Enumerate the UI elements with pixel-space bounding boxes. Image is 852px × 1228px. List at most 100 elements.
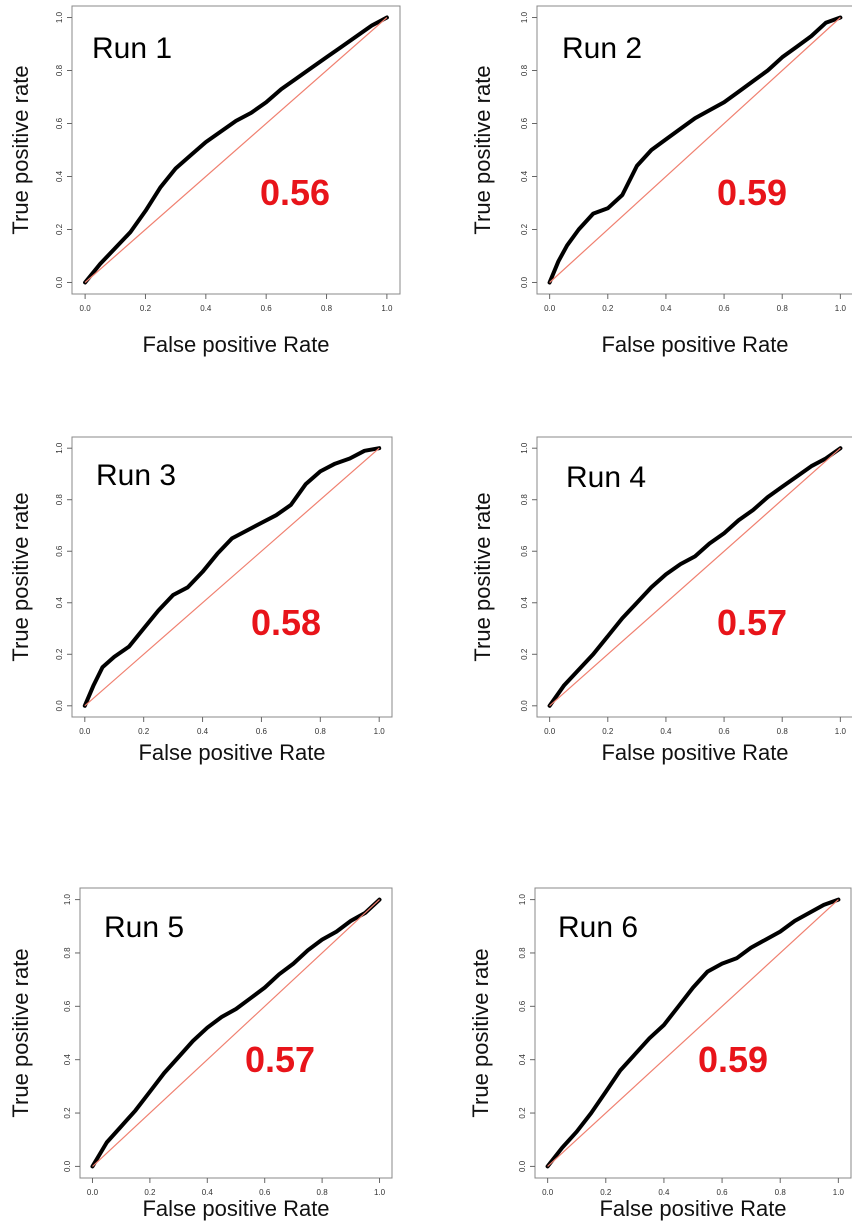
x-tick-label: 0.2 bbox=[140, 304, 152, 313]
chance-diagonal-line bbox=[549, 447, 841, 707]
run-title: Run 4 bbox=[566, 461, 646, 494]
y-axis-title: True positive rate bbox=[8, 492, 33, 661]
x-tick-label: 0.4 bbox=[660, 304, 672, 313]
y-tick-label: 0.8 bbox=[520, 64, 529, 76]
chance-diagonal-line bbox=[84, 447, 380, 707]
run-title: Run 2 bbox=[562, 32, 642, 65]
x-tick-label: 0.0 bbox=[544, 304, 556, 313]
y-tick-label: 0.2 bbox=[55, 648, 64, 660]
y-tick-label: 0.2 bbox=[55, 223, 64, 235]
y-tick-label: 1.0 bbox=[55, 11, 64, 23]
x-tick-label: 0.4 bbox=[200, 304, 212, 313]
y-tick-label: 0.0 bbox=[55, 276, 64, 288]
y-tick-label: 1.0 bbox=[520, 442, 529, 454]
y-axis-title: True positive rate bbox=[8, 948, 33, 1117]
y-tick-label: 0.8 bbox=[55, 64, 64, 76]
chance-diagonal-line bbox=[84, 17, 388, 283]
x-axis-title: False positive Rate bbox=[601, 332, 788, 357]
y-axis-title: True positive rate bbox=[470, 492, 495, 661]
x-tick-label: 0.8 bbox=[777, 304, 789, 313]
y-tick-label: 0.4 bbox=[55, 597, 64, 609]
x-tick-label: 0.0 bbox=[79, 727, 91, 736]
y-tick-label: 0.8 bbox=[518, 947, 527, 959]
x-tick-label: 0.4 bbox=[658, 1188, 670, 1197]
y-tick-label: 0.4 bbox=[63, 1054, 72, 1066]
x-tick-label: 0.6 bbox=[261, 304, 273, 313]
plot-frame bbox=[536, 5, 852, 295]
run-title: Run 3 bbox=[96, 459, 176, 492]
x-tick-label: 0.4 bbox=[197, 727, 209, 736]
x-tick-label: 1.0 bbox=[381, 304, 393, 313]
run-title: Run 1 bbox=[92, 32, 172, 65]
x-tick-label: 0.0 bbox=[544, 727, 556, 736]
auc-value-label: 0.59 bbox=[698, 1039, 768, 1080]
x-tick-label: 1.0 bbox=[833, 1188, 845, 1197]
plot-frame bbox=[534, 887, 852, 1179]
x-tick-label: 1.0 bbox=[835, 727, 847, 736]
y-tick-label: 0.2 bbox=[520, 648, 529, 660]
x-axis-title: False positive Rate bbox=[142, 332, 329, 357]
x-tick-label: 0.8 bbox=[317, 1188, 329, 1197]
y-tick-label: 0.6 bbox=[55, 545, 64, 557]
roc-curve-line bbox=[547, 15, 843, 285]
roc-curve-line bbox=[83, 15, 389, 285]
y-tick-label: 0.4 bbox=[518, 1054, 527, 1066]
auc-value-label: 0.57 bbox=[717, 602, 787, 643]
roc-panel-1: 0.0 0.2 0.4 0.6 0.8 1.0 0.0 0.2 0.4 0.6 0.8 1.0 Run … bbox=[8, 5, 401, 357]
auc-value-label: 0.58 bbox=[251, 602, 321, 643]
x-axis-title: False positive Rate bbox=[142, 1196, 329, 1221]
roc-curve-line bbox=[90, 897, 382, 1169]
roc-curve-line bbox=[545, 897, 841, 1169]
x-axis-title: False positive Rate bbox=[601, 740, 788, 765]
x-tick-label: 0.2 bbox=[600, 1188, 612, 1197]
plot-frame bbox=[79, 887, 393, 1179]
y-tick-label: 0.0 bbox=[55, 700, 64, 712]
x-tick-label: 0.8 bbox=[315, 727, 327, 736]
x-tick-label: 0.0 bbox=[87, 1188, 99, 1197]
roc-panel-2: 0.0 0.2 0.4 0.6 0.8 1.0 0.0 0.2 0.4 0.6 0.8 1.0 Run … bbox=[470, 5, 852, 357]
x-tick-label: 0.0 bbox=[80, 304, 92, 313]
roc-panel-4: 0.0 0.2 0.4 0.6 0.8 1.0 0.0 0.2 0.4 0.6 0.8 1.0 Run … bbox=[470, 436, 852, 765]
y-tick-label: 0.4 bbox=[520, 597, 529, 609]
y-tick-label: 0.0 bbox=[63, 1160, 72, 1172]
chance-diagonal-line bbox=[549, 17, 841, 283]
x-tick-label: 1.0 bbox=[835, 304, 847, 313]
roc-curve-line bbox=[547, 446, 843, 708]
y-tick-label: 0.2 bbox=[518, 1107, 527, 1119]
auc-value-label: 0.59 bbox=[717, 172, 787, 213]
y-tick-label: 0.2 bbox=[63, 1107, 72, 1119]
x-tick-label: 0.2 bbox=[144, 1188, 156, 1197]
y-tick-label: 0.0 bbox=[520, 700, 529, 712]
roc-panel-6: 0.0 0.2 0.4 0.6 0.8 1.0 0.0 0.2 0.4 0.6 0.8 1.0 Run … bbox=[468, 887, 852, 1221]
y-tick-label: 0.6 bbox=[55, 117, 64, 129]
x-axis-title: False positive Rate bbox=[599, 1196, 786, 1221]
y-tick-label: 0.0 bbox=[518, 1160, 527, 1172]
x-tick-label: 0.4 bbox=[202, 1188, 214, 1197]
chance-diagonal-line bbox=[92, 899, 380, 1167]
y-axis-title: True positive rate bbox=[468, 948, 493, 1117]
roc-panel-5: 0.0 0.2 0.4 0.6 0.8 1.0 0.0 0.2 0.4 0.6 0.8 1.0 Run … bbox=[8, 887, 393, 1221]
auc-value-label: 0.57 bbox=[245, 1039, 315, 1080]
x-tick-label: 0.4 bbox=[660, 727, 672, 736]
y-tick-label: 0.2 bbox=[520, 223, 529, 235]
roc-panel-3: 0.0 0.2 0.4 0.6 0.8 1.0 0.0 0.2 0.4 0.6 0.8 1.0 Run … bbox=[8, 436, 393, 765]
roc-curve-line bbox=[82, 446, 382, 708]
y-tick-label: 0.6 bbox=[520, 545, 529, 557]
x-tick-label: 0.6 bbox=[717, 1188, 729, 1197]
plot-frame bbox=[536, 436, 852, 718]
x-tick-label: 0.2 bbox=[602, 727, 614, 736]
y-tick-label: 1.0 bbox=[63, 893, 72, 905]
plot-frame bbox=[71, 5, 401, 295]
y-tick-label: 0.8 bbox=[520, 494, 529, 506]
x-tick-label: 1.0 bbox=[374, 1188, 386, 1197]
x-tick-label: 0.6 bbox=[719, 304, 731, 313]
y-tick-label: 0.6 bbox=[63, 1000, 72, 1012]
y-axis-title: True positive rate bbox=[470, 65, 495, 234]
x-tick-label: 0.2 bbox=[602, 304, 614, 313]
chance-diagonal-line bbox=[547, 899, 839, 1167]
run-title: Run 6 bbox=[558, 911, 638, 944]
y-tick-label: 0.4 bbox=[55, 170, 64, 182]
y-tick-label: 1.0 bbox=[520, 11, 529, 23]
run-title: Run 5 bbox=[104, 911, 184, 944]
